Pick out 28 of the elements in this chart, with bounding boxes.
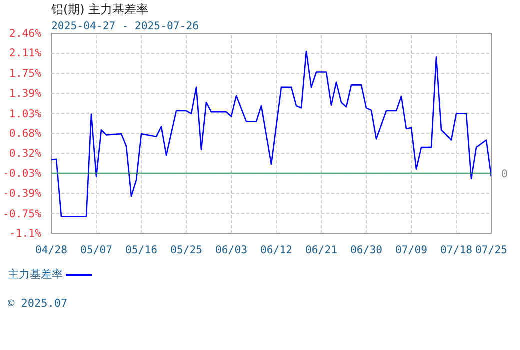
x-tick-label: 07/09 xyxy=(395,244,428,256)
y-tick-label: 0.32% xyxy=(9,147,42,160)
line-series xyxy=(52,50,492,218)
x-tick-label: 07/18 xyxy=(440,244,473,256)
y-tick-label: 0.68% xyxy=(9,127,42,140)
x-tick-label: 07/25 xyxy=(475,244,508,256)
chart-subtitle: 2025-04-27 - 2025-07-26 xyxy=(52,20,200,32)
y-tick-label: -0.39% xyxy=(3,187,42,200)
x-tick-label: 05/25 xyxy=(170,244,203,256)
y-tick-label: -0.03% xyxy=(3,166,42,180)
y-tick-label: 2.46% xyxy=(9,27,42,40)
y-tick-label: -1.1% xyxy=(9,227,42,240)
legend-label: 主力基差率 xyxy=(8,268,63,281)
y-tick-label: -0.75% xyxy=(3,207,42,220)
ref-line-label: 0 xyxy=(502,167,508,180)
x-tick-label: 06/03 xyxy=(215,244,248,256)
y-tick-label: 1.39% xyxy=(9,87,42,100)
y-tick-label: 1.75% xyxy=(9,66,42,80)
x-tick-label: 06/21 xyxy=(305,244,338,256)
x-tick-label: 06/30 xyxy=(350,244,383,256)
chart-title: 铝(期) 主力基差率 xyxy=(50,2,149,16)
x-tick-label: 05/07 xyxy=(80,244,113,256)
text: © 2025.07 xyxy=(8,296,68,312)
y-tick-label: 2.11% xyxy=(9,46,42,60)
y-tick-label: 1.03% xyxy=(9,107,42,120)
x-tick-label: 04/28 xyxy=(35,244,68,256)
x-tick-label: 06/12 xyxy=(260,244,293,256)
x-tick-label: 05/16 xyxy=(125,244,158,256)
